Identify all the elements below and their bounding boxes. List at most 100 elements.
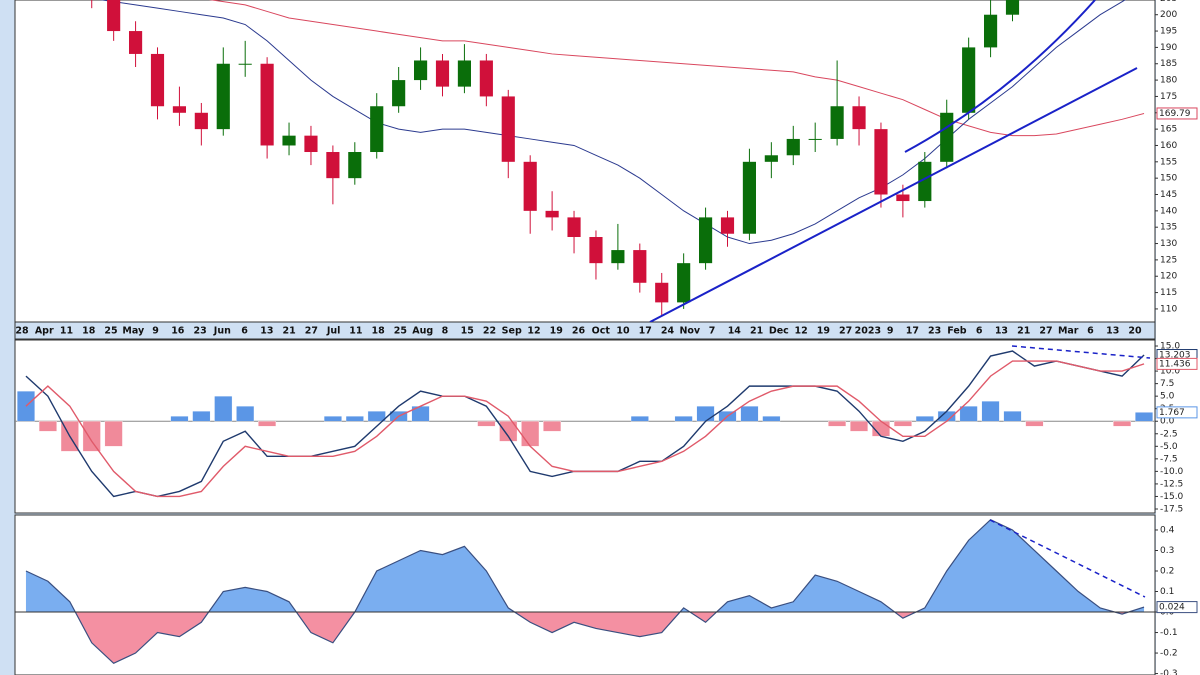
candle-body [107, 0, 121, 32]
y-tick-label: 7.5 [1160, 379, 1174, 389]
x-tick-label: 16 [171, 326, 185, 337]
x-tick-label: 12 [794, 326, 807, 337]
x-tick-label: 6 [1087, 326, 1094, 337]
x-tick-label: 6 [241, 326, 248, 337]
x-tick-label: 7 [709, 326, 716, 337]
candle-body [567, 217, 581, 238]
candle-body [896, 194, 910, 202]
y-tick-label: 190 [1160, 43, 1177, 53]
value-label: 1.767 [1159, 408, 1185, 418]
x-tick-label: 11 [349, 326, 362, 337]
candle-body [501, 96, 515, 162]
macd-plot [15, 350, 1155, 498]
line [208, 0, 1145, 137]
histogram-bar [1025, 421, 1044, 427]
date-axis [14, 321, 1156, 340]
y-tick-label: 135 [1160, 223, 1177, 233]
y-tick-label: 150 [1160, 174, 1177, 184]
y-tick-label: 115 [1160, 288, 1177, 298]
histogram-bar [893, 421, 912, 427]
candle-body [523, 161, 537, 211]
price-panel [14, 0, 1156, 323]
y-tick-label: -10.0 [1160, 467, 1184, 477]
x-tick-label: Oct [592, 326, 611, 337]
candle-body [129, 31, 143, 54]
candle-body [172, 106, 186, 113]
x-tick-label: 18 [372, 326, 386, 337]
y-tick-label: 155 [1160, 157, 1177, 167]
x-tick-label: 19 [550, 326, 563, 337]
candle-body [238, 63, 252, 65]
histogram-bar [762, 416, 781, 422]
x-tick-label: 13 [1106, 326, 1119, 337]
histogram-bar [1003, 411, 1022, 422]
candle-body [392, 80, 406, 107]
x-tick-label: 6 [976, 326, 983, 337]
y-tick-label: 205 [1160, 0, 1177, 4]
candle-body [370, 106, 384, 153]
histogram-bar [1135, 412, 1153, 422]
area [25, 519, 1145, 664]
line [25, 360, 1145, 498]
oscillator-plot [15, 519, 1155, 665]
y-tick-label: 130 [1160, 239, 1177, 249]
trendline [649, 67, 1138, 322]
y-tick-label: 110 [1160, 304, 1177, 314]
histogram-bar [915, 416, 934, 422]
y-tick-label: 5.0 [1160, 392, 1175, 402]
oscillator-trendline [989, 519, 1146, 598]
candle-body [633, 250, 647, 283]
histogram-bar [38, 421, 57, 432]
x-tick-label: Aug [412, 326, 433, 337]
y-tick-label: -2.5 [1160, 429, 1178, 439]
candle-body [1005, 0, 1020, 15]
y-tick-label: 15.0 [1160, 342, 1180, 352]
x-tick-label: Mar [1058, 326, 1079, 337]
y-tick-label: 0.0 [1160, 417, 1175, 427]
y-tick-label: -12.5 [1160, 479, 1183, 489]
x-tick-label: 13 [995, 326, 1008, 337]
histogram-bar [104, 421, 123, 447]
histogram-bar [82, 421, 101, 452]
candle-body [260, 63, 274, 146]
x-tick-label: Apr [35, 326, 54, 337]
y-tick-label: 175 [1160, 92, 1177, 102]
candle-body [435, 60, 450, 87]
candle-body [742, 161, 756, 234]
y-tick-label: 165 [1160, 125, 1177, 135]
candle-body [808, 138, 822, 140]
histogram-bar [477, 421, 496, 427]
x-tick-label: 20 [1128, 326, 1142, 337]
x-tick-label: 23 [193, 326, 206, 337]
x-tick-label: 10 [616, 326, 630, 337]
candle-body [150, 53, 165, 107]
histogram-bar [630, 416, 649, 422]
x-tick-label: 23 [928, 326, 941, 337]
y-tick-label: 140 [1160, 206, 1177, 216]
x-tick-label: 27 [1039, 326, 1052, 337]
histogram-bar [674, 416, 693, 422]
histogram-bar [850, 421, 868, 432]
histogram-bar [214, 396, 233, 422]
histogram-bar [521, 421, 540, 447]
y-tick-label: 0.2 [1160, 567, 1174, 577]
x-tick-label: May [122, 326, 145, 337]
histogram-bar [236, 406, 255, 422]
x-tick-label: 22 [483, 326, 496, 337]
x-tick-label: 18 [82, 326, 96, 337]
y-tick-label: 0.3 [1160, 546, 1174, 556]
x-tick-label: 19 [817, 326, 830, 337]
candle-body [677, 263, 691, 303]
y-tick-label: 180 [1160, 76, 1177, 86]
histogram-bar [959, 406, 978, 422]
histogram-bar [740, 406, 759, 422]
x-tick-label: Jun [213, 326, 231, 337]
x-tick-label: Feb [947, 326, 967, 337]
histogram-bar [543, 421, 562, 432]
x-tick-label: 21 [283, 326, 296, 337]
candle-body [830, 106, 844, 139]
x-tick-label: 28 [15, 326, 29, 337]
candle-body [940, 112, 954, 162]
x-tick-label: 21 [750, 326, 763, 337]
